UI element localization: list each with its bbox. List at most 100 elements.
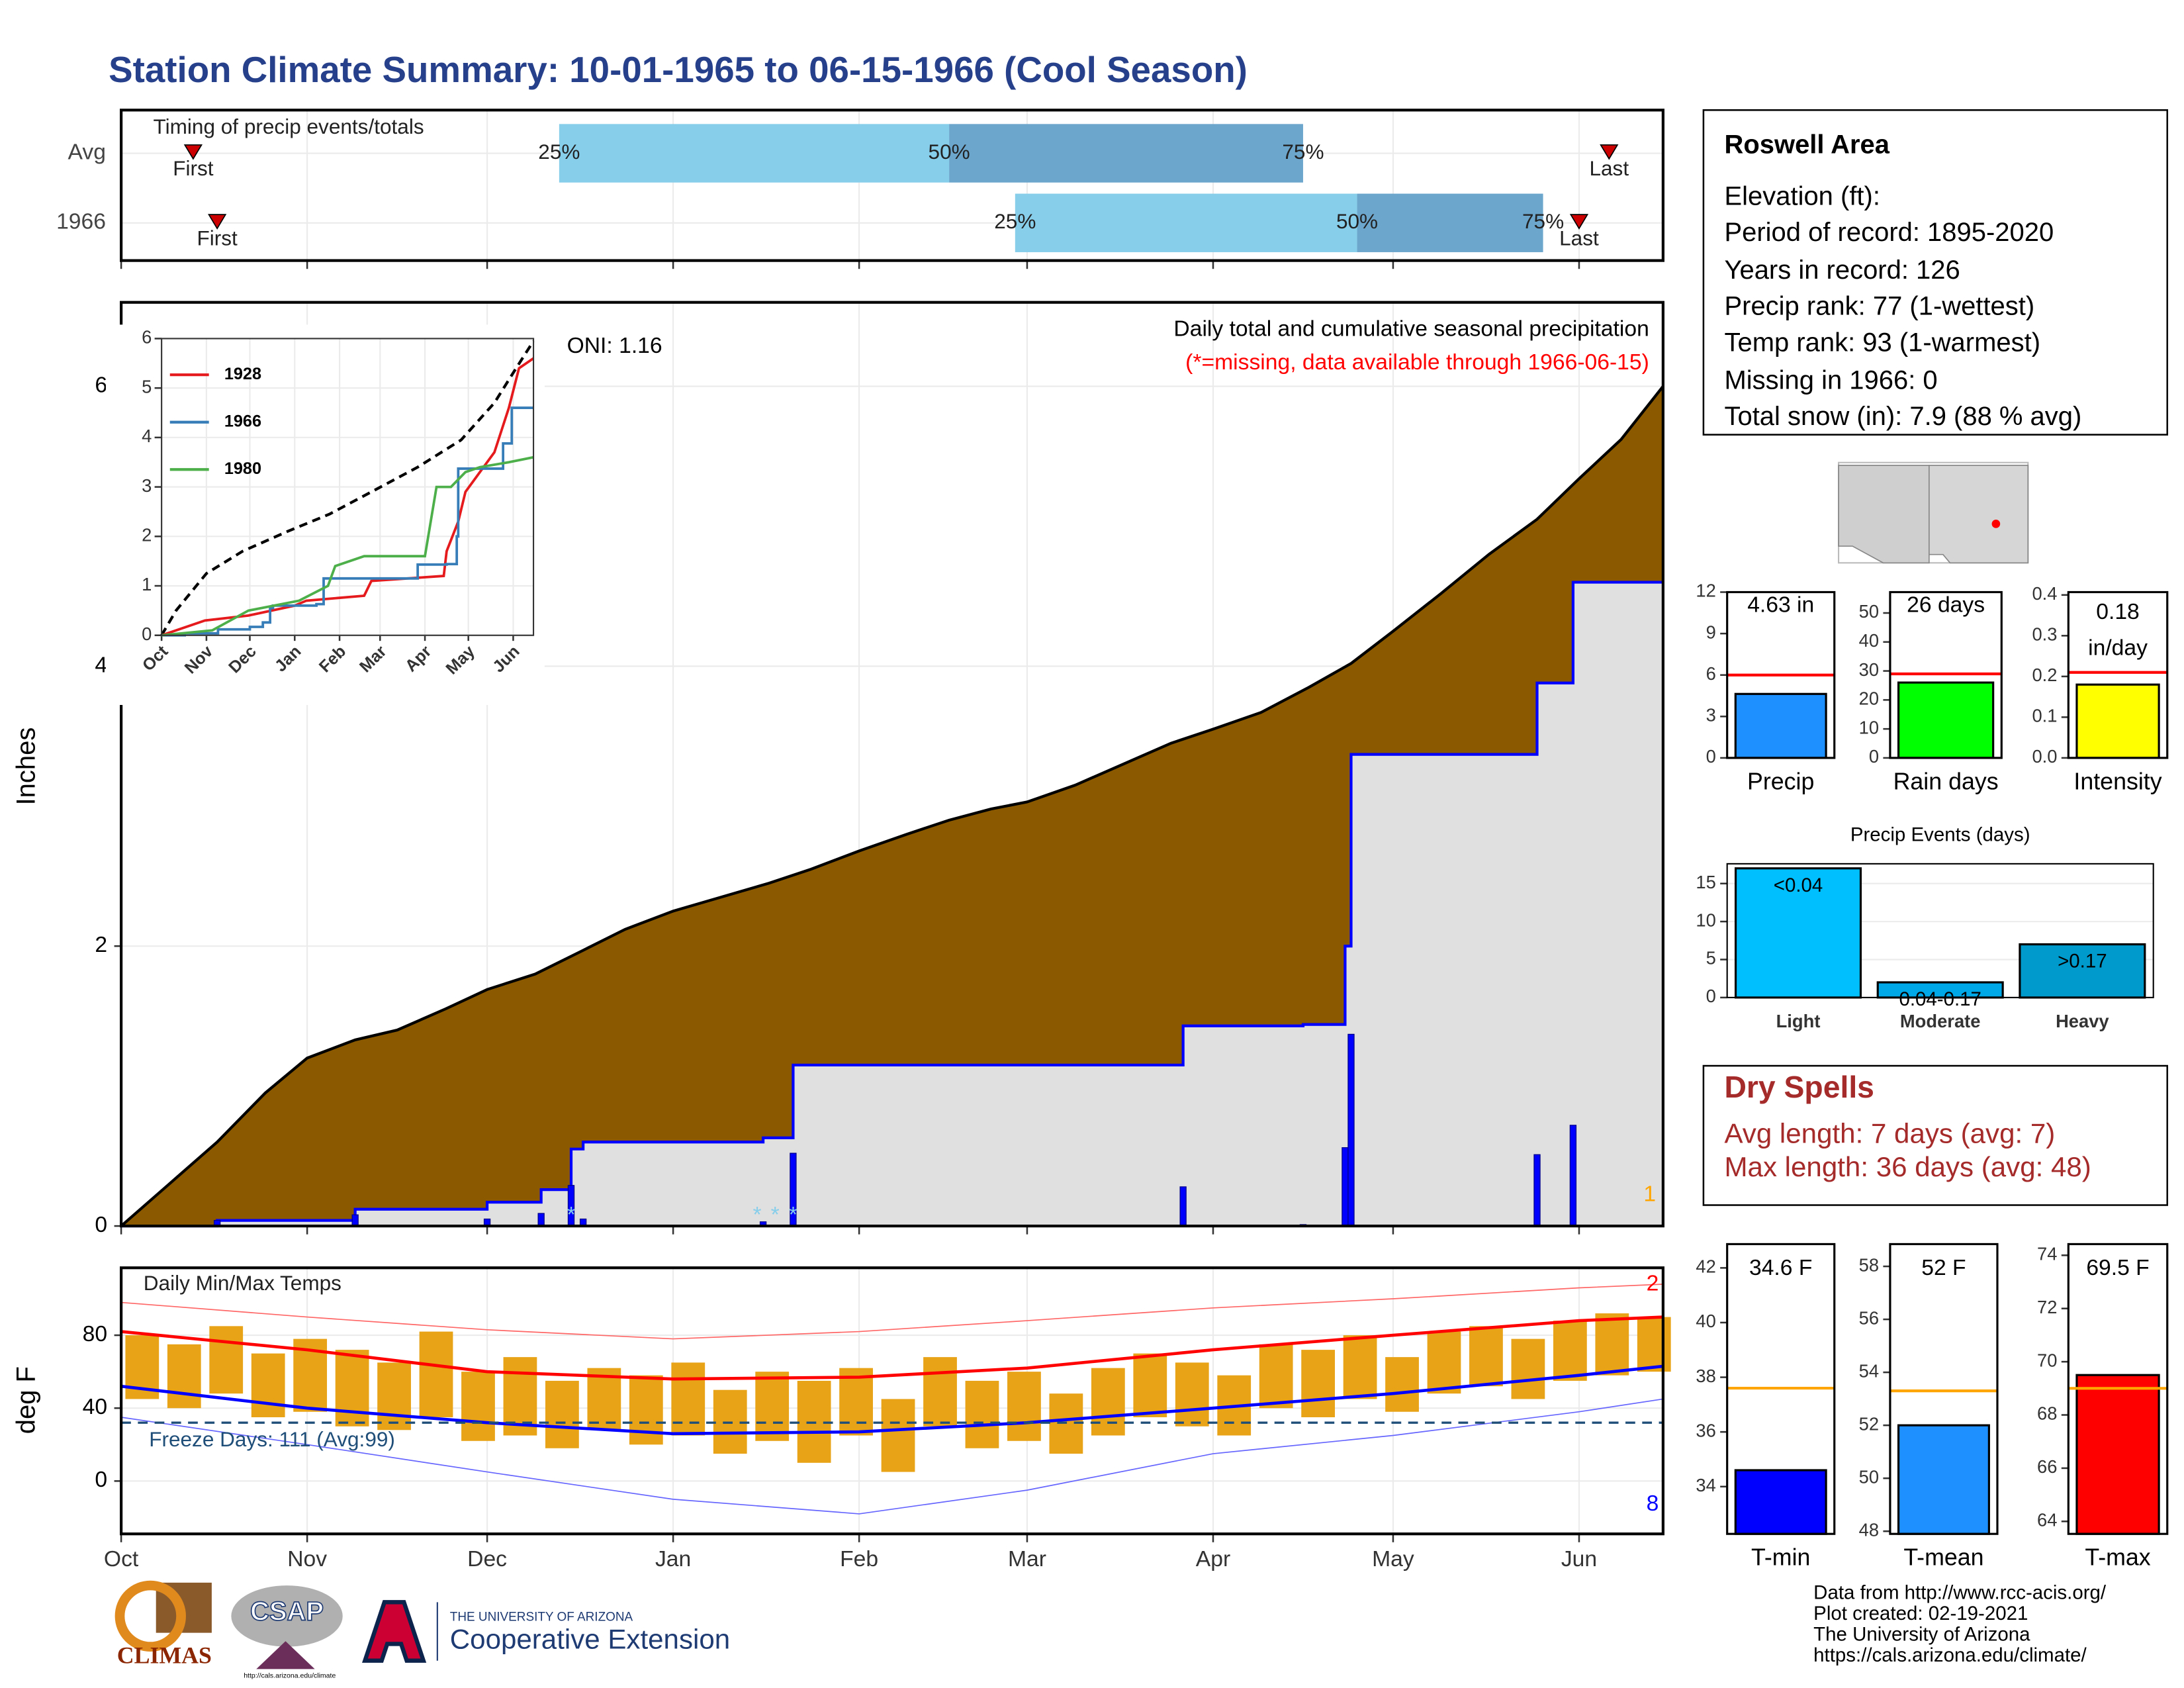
bar bbox=[1897, 681, 1995, 759]
corner-label: 1 bbox=[1643, 1182, 1656, 1207]
temp-bar bbox=[1427, 1331, 1461, 1394]
y-axis-label: Inches bbox=[12, 727, 41, 806]
y-tick-label: 42 bbox=[1696, 1256, 1715, 1277]
temp-bar bbox=[419, 1331, 453, 1417]
x-label: T-max bbox=[2085, 1544, 2150, 1571]
value-label: 0.18 bbox=[2096, 600, 2140, 624]
credit-line: The University of Arizona bbox=[1813, 1624, 2030, 1646]
x-tick-label: Jan bbox=[655, 1547, 691, 1571]
station-line: Years in record: 126 bbox=[1724, 256, 1960, 285]
temp-bar bbox=[755, 1372, 790, 1441]
temp-bar bbox=[1007, 1372, 1041, 1441]
y-tick-label: 72 bbox=[2037, 1297, 2057, 1317]
y-tick-label: 34 bbox=[1696, 1475, 1715, 1495]
panel-frame bbox=[119, 109, 1664, 262]
y-tick-label: 40 bbox=[83, 1395, 107, 1419]
event-marker bbox=[1600, 144, 1619, 160]
quantile-label: 50% bbox=[929, 140, 970, 164]
page-title: Station Climate Summary: 10-01-1965 to 0… bbox=[109, 49, 1248, 90]
temp-bar bbox=[1553, 1321, 1587, 1381]
y-tick-label: 0 bbox=[95, 1468, 107, 1492]
y-tick-label: 54 bbox=[1859, 1360, 1879, 1381]
temp-bar bbox=[377, 1362, 411, 1430]
panel-frame bbox=[1726, 1243, 1836, 1535]
temp-bar bbox=[1343, 1335, 1377, 1399]
x-tick-label: Moderate bbox=[1900, 1011, 1981, 1031]
station-line: Precip rank: 77 (1-wettest) bbox=[1724, 292, 2034, 321]
y-tick-label: 5 bbox=[142, 376, 152, 397]
temp-bar bbox=[1133, 1353, 1167, 1417]
season-line bbox=[121, 581, 1663, 1228]
quantile-label: 75% bbox=[1282, 140, 1324, 164]
station-line: Total snow (in): 7.9 (88 % avg) bbox=[1724, 402, 2081, 431]
oni-label: ONI: 1.16 bbox=[567, 334, 662, 358]
missing-marker: * bbox=[567, 1203, 575, 1227]
normal-max-line bbox=[120, 1315, 1663, 1381]
station-line: Elevation (ft): bbox=[1724, 181, 1880, 211]
x-tick-label: Oct bbox=[104, 1547, 139, 1571]
x-tick-label: Heavy bbox=[2056, 1011, 2109, 1031]
value-label: 0.04-0.17 bbox=[1899, 988, 1981, 1010]
y-axis-label: deg F bbox=[12, 1366, 41, 1434]
row-label: 1966 bbox=[56, 210, 106, 234]
bar bbox=[2075, 1374, 2160, 1535]
quantile-label: 75% bbox=[1522, 209, 1564, 233]
event-bar bbox=[1734, 867, 1862, 999]
y-tick-label: 0 bbox=[1869, 746, 1879, 767]
y-tick-label: 4 bbox=[142, 426, 152, 446]
temp-bar bbox=[545, 1380, 579, 1448]
event-label: First bbox=[173, 156, 214, 180]
temp-bar bbox=[1637, 1317, 1671, 1372]
average-area bbox=[121, 386, 1663, 1227]
x-tick-label: May bbox=[1372, 1547, 1414, 1571]
station-name: Roswell Area bbox=[1724, 130, 1889, 160]
average-line bbox=[120, 385, 1664, 1227]
legend-label: 1928 bbox=[224, 365, 261, 383]
dry-spells-line: Avg length: 7 days (avg: 7) bbox=[1724, 1117, 2055, 1149]
inset-frame bbox=[161, 338, 535, 636]
y-tick-label: 6 bbox=[1706, 663, 1716, 684]
map-state bbox=[1929, 465, 2029, 564]
legend-label: 1980 bbox=[224, 459, 261, 478]
y-tick-label: 40 bbox=[1859, 630, 1879, 651]
station-line: Missing in 1966: 0 bbox=[1724, 365, 1937, 395]
value-label: 4.63 in bbox=[1747, 592, 1814, 617]
normal-min-line bbox=[120, 1364, 1664, 1436]
y-tick-label: 0.1 bbox=[2032, 706, 2057, 726]
panel-frame bbox=[1726, 590, 1836, 759]
y-tick-label: 9 bbox=[1706, 622, 1716, 642]
panel-title: Precip Events (days) bbox=[1850, 824, 2030, 846]
missing-marker: * bbox=[771, 1203, 780, 1227]
season-area bbox=[121, 582, 1663, 1227]
dry-spells-title: Dry Spells bbox=[1724, 1070, 1874, 1104]
value-label: 52 F bbox=[1921, 1256, 1966, 1280]
panel-title: Daily Min/Max Temps bbox=[144, 1271, 341, 1295]
temp-bar bbox=[1175, 1362, 1209, 1427]
logo-shape bbox=[231, 1585, 343, 1647]
logo-shape bbox=[362, 1600, 427, 1663]
row-label: Avg bbox=[68, 140, 106, 164]
temp-bar bbox=[923, 1357, 957, 1427]
y-tick-label: 0.2 bbox=[2032, 665, 2057, 685]
temp-bar bbox=[209, 1326, 244, 1394]
panel-note: (*=missing, data available through 1966-… bbox=[1185, 350, 1649, 375]
daily-bar bbox=[1533, 1154, 1541, 1227]
locator-map bbox=[1838, 461, 2029, 564]
y-tick-label: 6 bbox=[95, 373, 107, 397]
temp-bar bbox=[1259, 1344, 1293, 1409]
daily-bar bbox=[537, 1213, 545, 1227]
quantile-bar bbox=[559, 124, 950, 183]
y-tick-label: 52 bbox=[1859, 1413, 1879, 1434]
x-tick-label: Mar bbox=[1008, 1547, 1046, 1571]
y-tick-label: 56 bbox=[1859, 1307, 1879, 1328]
panel-frame bbox=[119, 1266, 1664, 1536]
event-label: Last bbox=[1589, 156, 1629, 180]
value-unit: in/day bbox=[2088, 636, 2148, 661]
value-label: 34.6 F bbox=[1749, 1256, 1812, 1280]
csap-logo: CSAP http://cals.arizona.edu/climate bbox=[231, 1585, 343, 1680]
credit-line: Plot created: 02-19-2021 bbox=[1813, 1603, 2028, 1624]
average-line bbox=[160, 340, 535, 636]
quantile-bar bbox=[1015, 193, 1357, 252]
